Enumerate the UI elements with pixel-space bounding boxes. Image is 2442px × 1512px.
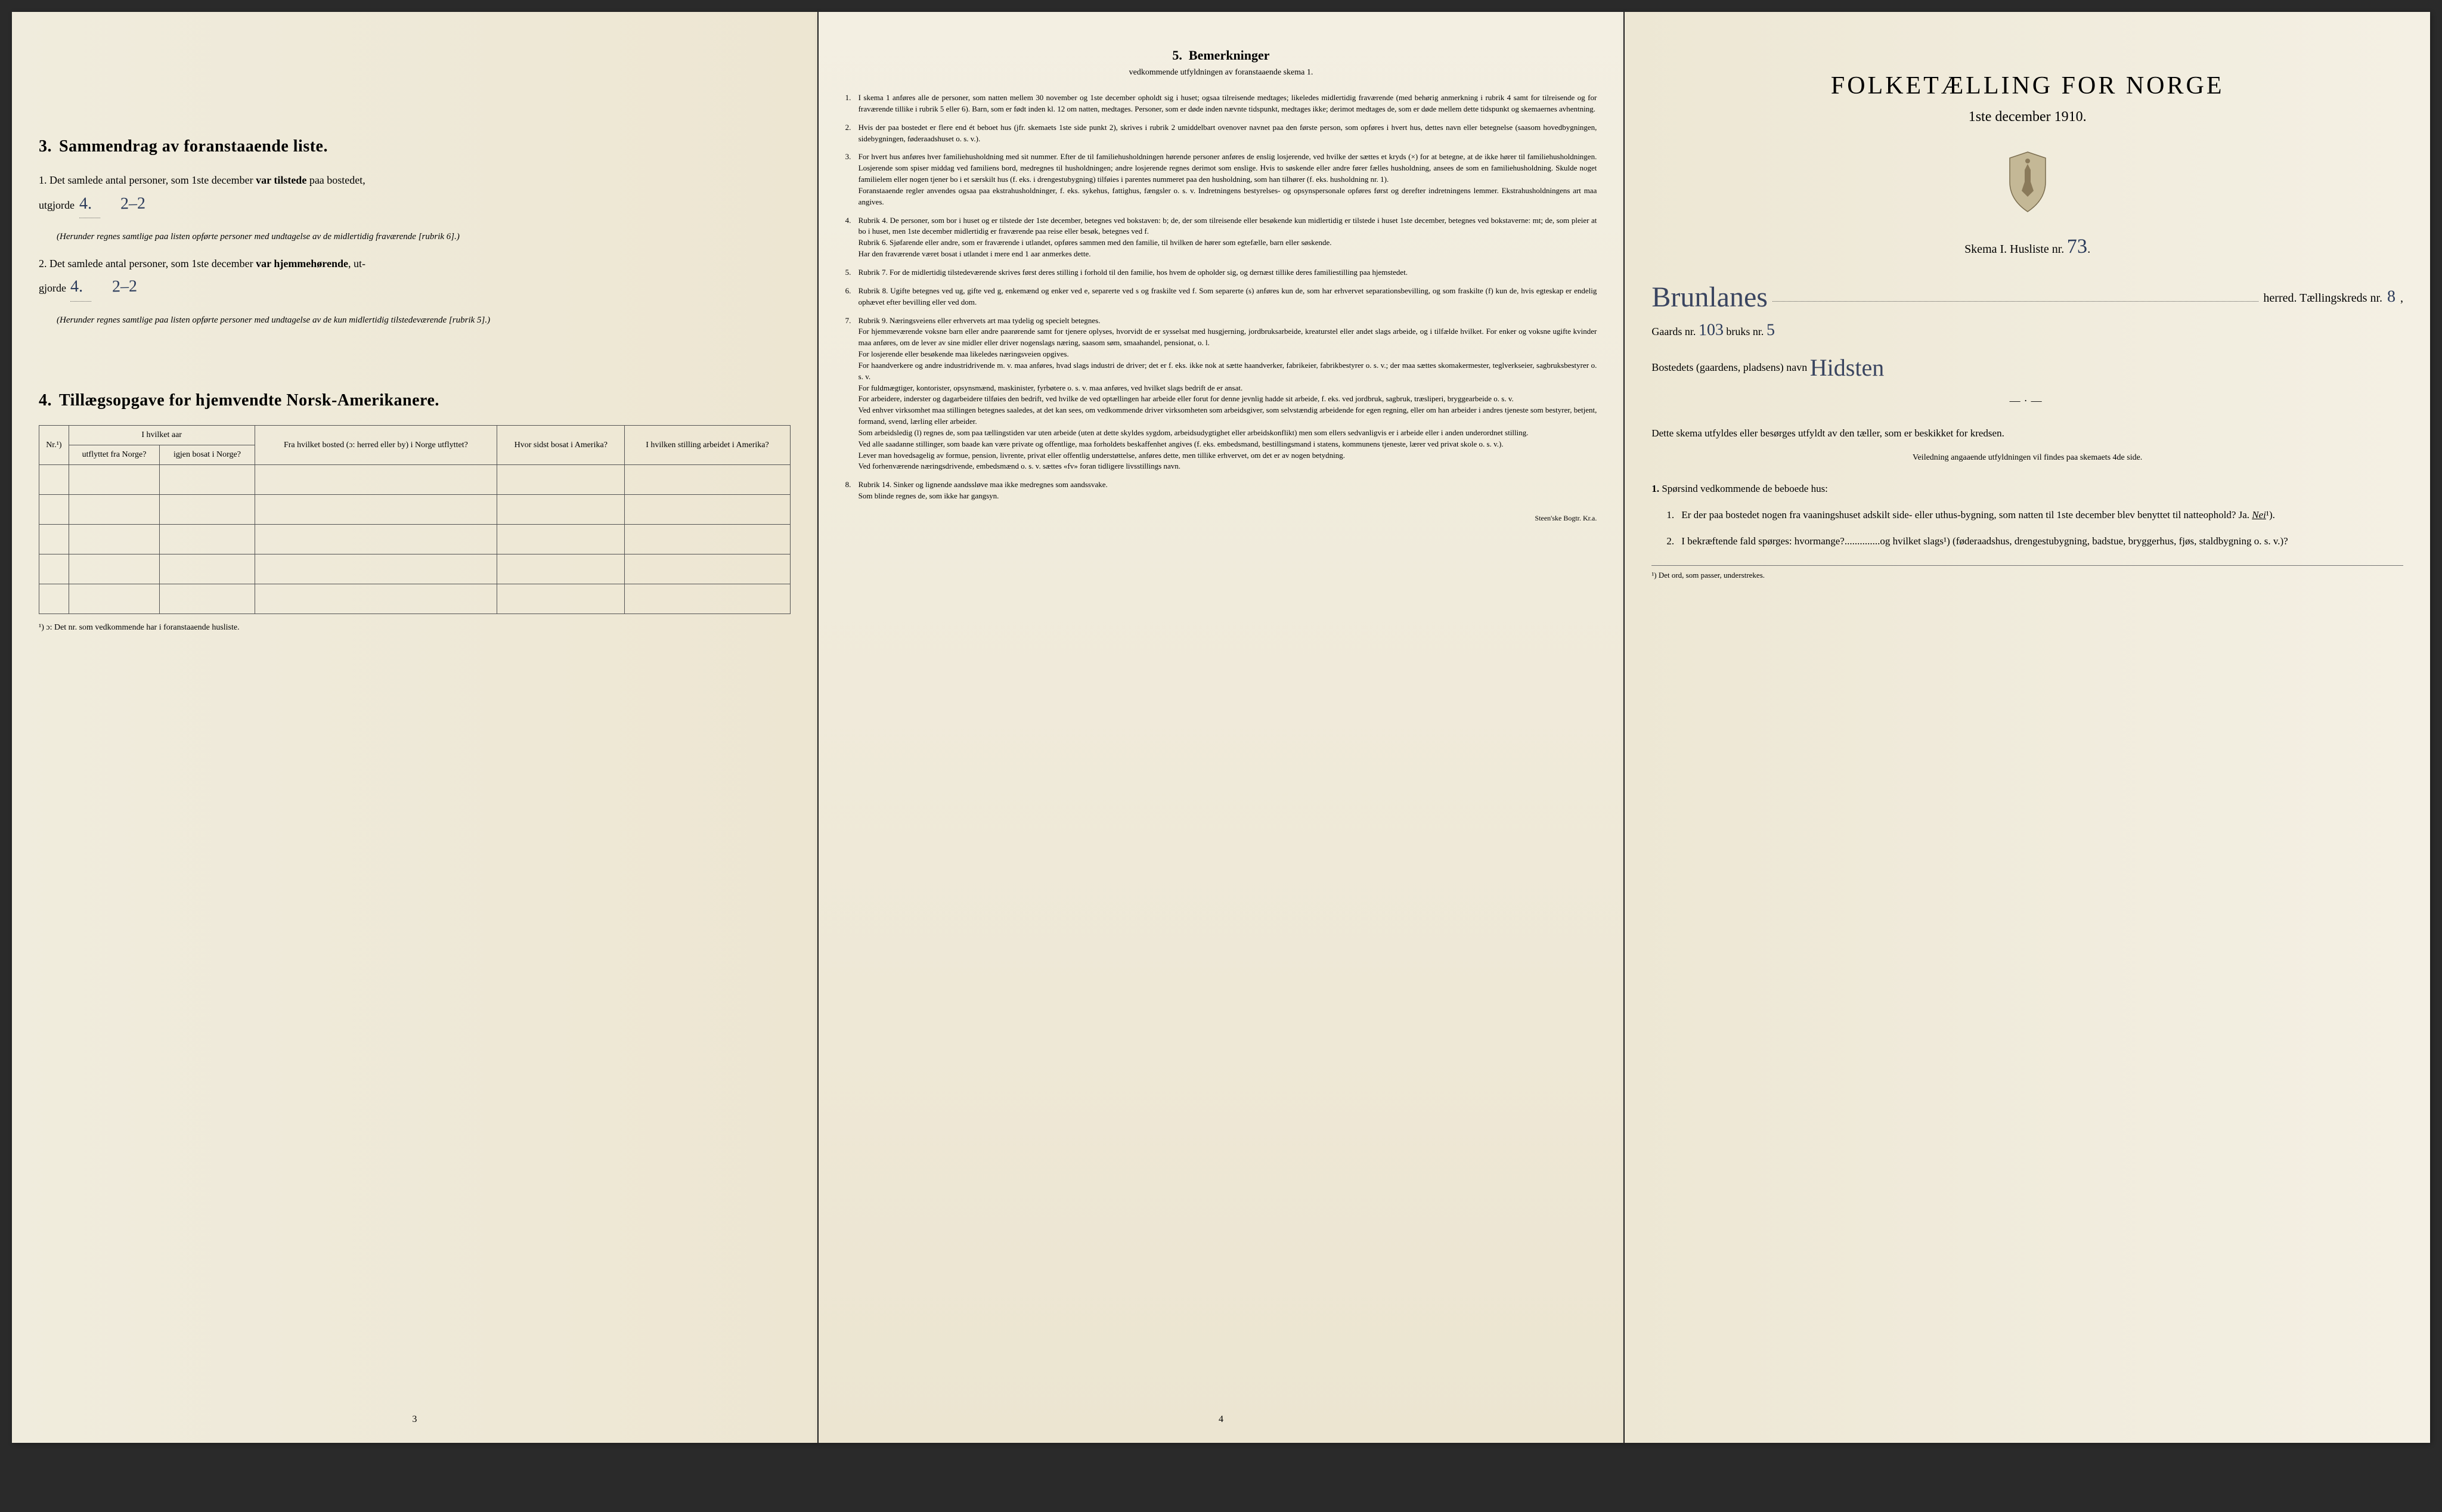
bemark-item: 4.Rubrik 4. De personer, som bor i huset… xyxy=(845,215,1597,260)
footnote-rule: ¹) Det ord, som passer, understrekes. xyxy=(1651,565,2403,580)
main-title: FOLKETÆLLING FOR NORGE xyxy=(1651,72,2403,100)
instructions-1: Dette skema utfyldes eller besørges utfy… xyxy=(1651,425,2403,441)
question-1: 1. Er der paa bostedet nogen fra vaaning… xyxy=(1666,507,2403,524)
cover-page: FOLKETÆLLING FOR NORGE 1ste december 191… xyxy=(1625,12,2430,1443)
bemark-item: 1.I skema 1 anføres alle de personer, so… xyxy=(845,92,1597,115)
question-2: 2. I bekræftende fald spørges: hvormange… xyxy=(1666,533,2403,550)
bemark-item: 2.Hvis der paa bostedet er flere end ét … xyxy=(845,122,1597,145)
page-number: 3 xyxy=(412,1414,417,1425)
bemark-item: 8.Rubrik 14. Sinker og lignende aandsslø… xyxy=(845,479,1597,502)
th-fra: Fra hvilket bosted (ɔ: herred eller by) … xyxy=(255,426,497,465)
th-nr: Nr.¹) xyxy=(39,426,69,465)
section-4-title: 4.Tillægsopgave for hjemvendte Norsk-Ame… xyxy=(39,391,791,410)
q1-note: (Herunder regnes samtlige paa listen opf… xyxy=(57,230,791,244)
table-row xyxy=(39,525,791,554)
skema-line: Skema I. Husliste nr. 73. xyxy=(1651,236,2403,258)
gaards-line: Gaards nr. 103 bruks nr. 5 xyxy=(1651,321,2403,340)
page-4: 5. Bemerkninger vedkommende utfyldningen… xyxy=(819,12,1624,1443)
imprint: Steen'ske Bogtr. Kr.a. xyxy=(845,514,1597,523)
questions-section: 1. Spørsind vedkommende de beboede hus: … xyxy=(1651,481,2403,550)
amerika-table: Nr.¹) I hvilket aar Fra hvilket bosted (… xyxy=(39,425,791,614)
table-row xyxy=(39,554,791,584)
q2-note: (Herunder regnes samtlige paa listen opf… xyxy=(57,314,791,327)
table-footnote: ¹) ɔ: Det nr. som vedkommende har i fora… xyxy=(39,623,791,633)
th-bosat: igjen bosat i Norge? xyxy=(160,445,255,465)
table-row xyxy=(39,465,791,495)
section-3-title: 3.Sammendrag av foranstaaende liste. xyxy=(39,137,791,156)
bemark-subtitle: vedkommende utfyldningen av foranstaaend… xyxy=(845,68,1597,78)
q2-line: 2. Det samlede antal personer, som 1ste … xyxy=(39,255,791,302)
th-aar: I hvilket aar xyxy=(69,426,255,445)
bosted-line: Bostedets (gaardens, pladsens) navn Hids… xyxy=(1651,349,2403,377)
date-line: 1ste december 1910. xyxy=(1651,109,2403,125)
table-row xyxy=(39,584,791,614)
coat-of-arms-icon xyxy=(1651,149,2403,218)
th-utflyttet: utflyttet fra Norge? xyxy=(69,445,160,465)
bemark-item: 5.Rubrik 7. For de midlertidig tilstedev… xyxy=(845,267,1597,278)
th-stilling: I hvilken stilling arbeidet i Amerika? xyxy=(625,426,790,465)
herred-line: Brunlanes herred. Tællingskreds nr. 8, xyxy=(1651,276,2403,309)
q1-line: 1. Det samlede antal personer, som 1ste … xyxy=(39,171,791,218)
table-row xyxy=(39,495,791,525)
bemark-list: 1.I skema 1 anføres alle de personer, so… xyxy=(845,92,1597,502)
page-3: 3.Sammendrag av foranstaaende liste. 1. … xyxy=(12,12,817,1443)
th-hvor: Hvor sidst bosat i Amerika? xyxy=(497,426,625,465)
page-number: 4 xyxy=(1219,1414,1223,1425)
instructions-2: Veiledning angaaende utfyldningen vil fi… xyxy=(1651,453,2403,463)
bemark-item: 6.Rubrik 8. Ugifte betegnes ved ug, gift… xyxy=(845,286,1597,308)
bemark-item: 3.For hvert hus anføres hver familiehush… xyxy=(845,151,1597,207)
bemark-item: 7.Rubrik 9. Næringsveiens eller erhverve… xyxy=(845,315,1597,473)
ornament: ―·― xyxy=(1651,395,2403,407)
bemark-title: 5. Bemerkninger xyxy=(845,48,1597,63)
